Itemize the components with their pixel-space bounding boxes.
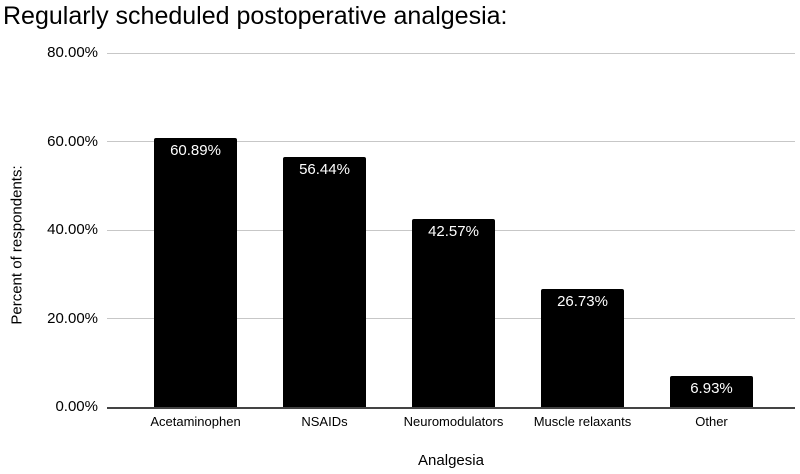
bar-value-label: 42.57% <box>428 222 479 240</box>
chart-title: Regularly scheduled postoperative analge… <box>3 2 508 30</box>
bar-value-label: 60.89% <box>170 141 221 159</box>
bar-acetaminophen: 60.89% <box>154 137 237 407</box>
y-axis-title: Percent of respondents: <box>8 165 26 325</box>
x-category-label: Neuromodulators <box>403 414 504 429</box>
y-tick-label: 40.00% <box>47 221 98 238</box>
bar-nsaids: 56.44% <box>283 157 366 407</box>
y-tick-label: 60.00% <box>47 132 98 150</box>
bar-neuromodulators: 42.57% <box>412 218 495 407</box>
bar-value-label: 6.93% <box>690 380 733 398</box>
bar-value-label: 26.73% <box>557 292 608 310</box>
x-category-label: Acetaminophen <box>150 414 241 429</box>
bar-value-label: 56.44% <box>299 161 350 179</box>
x-category-label: Other <box>695 414 728 429</box>
gridline-60 <box>107 141 795 142</box>
x-category-label: Muscle relaxants <box>533 414 632 429</box>
y-tick-label: 80.00% <box>47 44 98 61</box>
bar-other: 6.93% <box>670 376 753 407</box>
gridline-80 <box>107 53 795 54</box>
bar-muscle-relaxants: 26.73% <box>541 288 624 407</box>
y-tick-label: 20.00% <box>47 309 98 327</box>
plot-area: 60.89% 56.44% 42.57% 26.73% 6.93% <box>107 53 795 409</box>
y-tick-label: 0.00% <box>55 398 98 415</box>
x-axis-title: Analgesia <box>418 452 484 469</box>
x-category-label: NSAIDs <box>301 414 348 429</box>
